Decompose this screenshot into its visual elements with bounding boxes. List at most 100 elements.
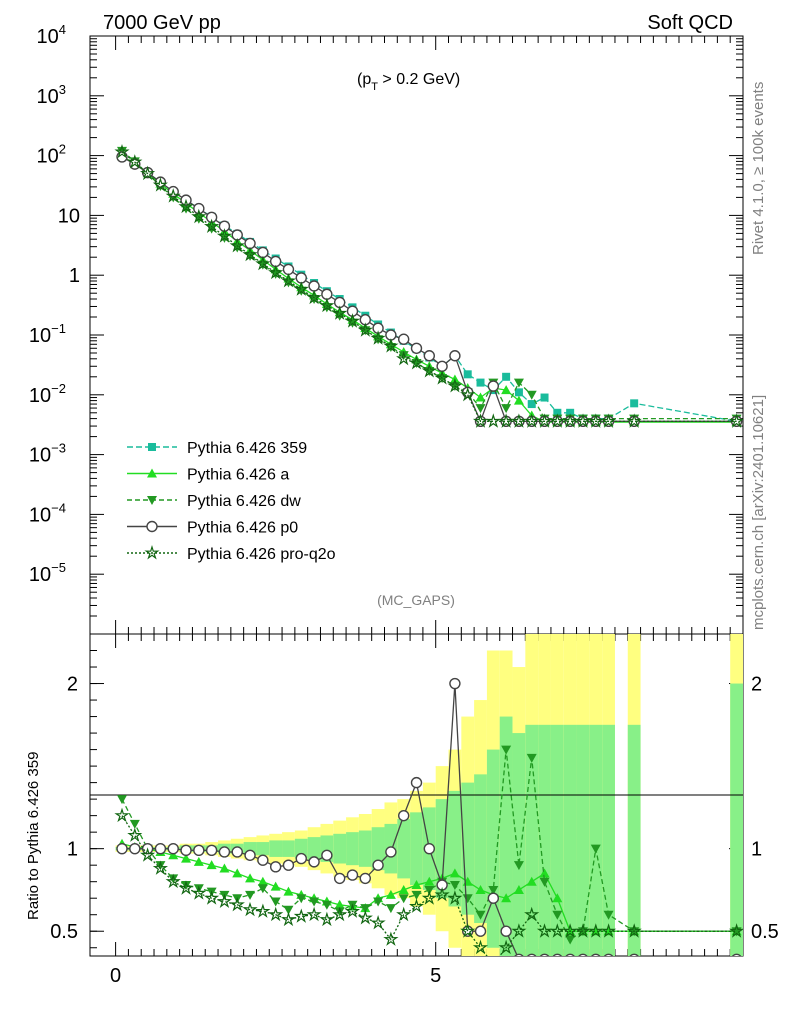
analysis-group-label: Soft QCD [647,12,733,34]
ratio-point-q2o [511,923,527,938]
main-point-q2o [421,362,437,378]
main-point-q2o [280,273,297,288]
ratio-point-a [270,881,281,891]
ratio-point-dw [155,861,166,871]
ratio-band-green [602,724,615,956]
main-point-q2o [203,218,220,234]
ratio-point-q2o [575,923,591,938]
main-point-p0 [487,380,500,392]
ratio-axis-ticks: 0.5 0.5 1 1 2 2 0 5 [50,634,779,987]
ratio-point-p0 [552,953,562,956]
main-point-p0 [244,237,256,250]
main-point-dw [373,335,384,345]
ratio-point-a [424,876,435,886]
ratio-point-dw [449,880,460,890]
main-point-q2o [524,413,540,428]
ratio-point-q2o [178,880,194,895]
ratio-point-p0 [629,953,639,956]
main-point-q2o [114,144,130,159]
ratio-point-a [232,868,243,878]
main-line-q2o [121,151,737,422]
ratio-band-green [410,812,423,885]
ratio-y-tick-label: 1 [67,839,78,861]
ratio-point-q2o [280,911,297,927]
main-line-p0 [121,156,737,424]
main-point-dw [475,404,486,414]
main-point-p359 [463,370,472,379]
main-point-p359 [527,400,536,409]
main-line-p359 [121,156,737,422]
main-point-p359 [566,408,575,417]
main-point-a [501,385,512,395]
main-point-p359 [630,399,639,408]
ratio-point-q2o [524,906,540,922]
ratio-band-green [589,724,603,956]
ratio-point-q2o [332,906,348,922]
y-tick-label: 10−3 [29,441,66,467]
y-tick-label: 102 [37,142,66,168]
ratio-point-q2o [242,901,258,917]
main-point-q2o [139,165,156,181]
ratio-point-dw [526,753,537,763]
legend-marker-p0 [146,520,158,533]
main-point-q2o [588,413,604,428]
ratio-point-dw [462,894,473,904]
ratio-band-green [563,724,577,956]
ratio-point-dw [321,900,332,910]
ratio-point-p0 [731,953,742,956]
y-tick-label: 10−5 [29,560,66,586]
ratio-point-p0 [269,861,282,873]
ratio-point-a [475,884,486,894]
ratio-point-dw [488,885,499,895]
main-point-q2o [152,177,168,192]
ratio-point-a [193,856,204,866]
ratio-point-q2o [293,908,309,923]
ratio-point-q2o [434,886,450,902]
ratio-band-green [627,724,641,956]
main-series-p0 [116,151,743,428]
main-point-q2o [127,154,143,169]
main-point-q2o [319,297,335,313]
ratio-point-dw [513,861,524,871]
main-point-p0 [269,255,282,268]
main-point-q2o [268,264,284,280]
main-point-p0 [397,333,410,345]
ratio-point-q2o [152,860,168,875]
ratio-band-green [730,683,743,956]
cut-label: (pT > 0.2 GeV) [357,71,460,93]
main-point-dw [501,404,512,414]
ratio-point-dw [360,904,371,914]
ratio-point-p0 [154,842,167,855]
ratio-point-q2o [549,923,565,938]
ratio-point-p0 [372,859,384,871]
ratio-y-tick-label: 2 [67,674,78,696]
ratio-band-green [269,840,283,857]
ratio-point-q2o [370,914,386,930]
main-point-p0 [282,263,295,276]
main-point-q2o [242,246,258,262]
ratio-point-q2o [728,923,743,938]
ratio-point-dw [603,910,614,920]
main-point-q2o [485,413,501,428]
ratio-point-dw [501,745,512,755]
ratio-point-q2o [536,923,553,938]
ratio-y-tick-label: 0.5 [50,921,78,943]
ratio-point-a [513,884,524,894]
y-tick-label: 104 [37,22,66,48]
ratio-point-p0 [539,953,550,956]
ratio-point-a [449,868,460,878]
ratio-y-tick-label-right: 0.5 [751,921,779,943]
ratio-band-green [346,832,359,866]
ratio-point-q2o [460,923,476,938]
main-line-a [121,155,737,423]
main-point-q2o [447,378,463,393]
main-point-q2o [511,413,527,428]
ratio-point-q2o [344,903,361,918]
legend-marker-a [147,468,157,478]
main-point-q2o [370,330,386,345]
main-point-p0 [193,202,205,215]
legend-label-dw: Pythia 6.426 dw [187,493,301,510]
main-plot-frame [89,35,744,635]
ratio-point-a [206,860,217,870]
